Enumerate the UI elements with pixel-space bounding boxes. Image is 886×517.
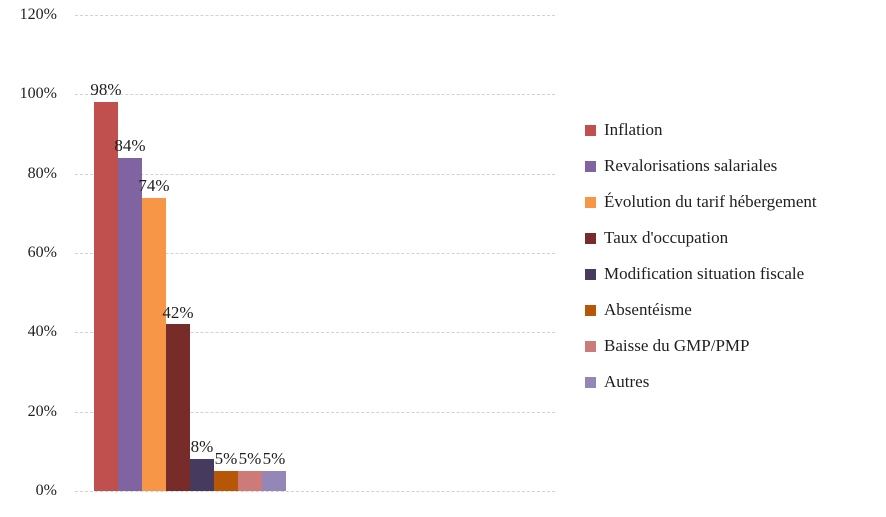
legend-label: Baisse du GMP/PMP xyxy=(604,336,750,355)
y-axis: 120% 100% 80% 60% 40% 20% 0% xyxy=(0,6,57,499)
data-label: 5% xyxy=(238,449,262,469)
bar-column-taux-occupation: 42% xyxy=(162,303,194,491)
data-label: 5% xyxy=(214,449,238,469)
legend-item-modification-situation-fiscale: Modification situation fiscale xyxy=(585,256,880,292)
bar-taux-occupation xyxy=(166,324,190,491)
legend-label: Inflation xyxy=(604,120,663,139)
gridline-40 xyxy=(75,332,555,334)
legend-swatch-icon xyxy=(585,268,596,280)
legend-item-taux-occupation: Taux d'occupation xyxy=(585,220,880,256)
bar-autres xyxy=(262,471,286,491)
legend: Inflation Revalorisations salariales Évo… xyxy=(585,112,880,400)
bar-evolution-tarif-hebergement xyxy=(142,197,166,491)
bar-column-absenteisme: 5% xyxy=(214,450,238,491)
y-tick-0: 0% xyxy=(35,482,57,499)
y-tick-20: 20% xyxy=(27,402,57,420)
legend-label: Taux d'occupation xyxy=(604,228,729,247)
gridline-120 xyxy=(75,15,555,16)
x-axis-line xyxy=(75,491,555,492)
data-label: 98% xyxy=(90,80,122,100)
data-label: 74% xyxy=(138,175,170,195)
gridline-20 xyxy=(75,411,555,413)
bar-baisse-gmp-pmp xyxy=(238,471,262,491)
bar-column-evolution-tarif-hebergement: 74% xyxy=(138,176,170,491)
legend-label: Autres xyxy=(604,372,650,391)
y-tick-60: 60% xyxy=(27,244,57,261)
bar-column-revalorisations-salariales: 84% xyxy=(114,137,146,491)
legend-swatch-icon xyxy=(585,376,596,388)
y-tick-120: 120% xyxy=(19,6,57,23)
legend-label: Modification situation fiscale xyxy=(604,264,805,283)
legend-label: Évolution du tarif hébergement xyxy=(604,192,817,211)
bar-revalorisations-salariales xyxy=(118,157,142,491)
legend-item-inflation: Inflation xyxy=(585,112,880,148)
legend-item-autres: Autres xyxy=(585,364,880,400)
bar-column-baisse-gmp-pmp: 5% xyxy=(238,450,262,491)
bar-modification-situation-fiscale xyxy=(190,459,214,491)
legend-item-revalorisations-salariales: Revalorisations salariales xyxy=(585,148,880,184)
legend-label: Absentéisme xyxy=(604,300,692,319)
bar-column-inflation: 98% xyxy=(90,81,122,491)
legend-swatch-icon xyxy=(585,340,596,352)
y-tick-40: 40% xyxy=(27,323,57,341)
legend-swatch-icon xyxy=(585,232,596,244)
gridline-80 xyxy=(75,173,555,175)
data-label: 84% xyxy=(114,135,146,155)
legend-item-absenteisme: Absentéisme xyxy=(585,292,880,328)
bar-column-modification-situation-fiscale: 8% xyxy=(190,438,214,491)
legend-item-evolution-tarif-hebergement: Évolution du tarif hébergement xyxy=(585,184,880,220)
bar-column-autres: 5% xyxy=(262,450,286,491)
legend-swatch-icon xyxy=(585,304,596,316)
bar-group: 98% 84% 74% 42% 8% 5% xyxy=(90,81,286,491)
gridline-100 xyxy=(75,94,555,96)
data-label: 5% xyxy=(262,449,286,469)
legend-item-baisse-gmp-pmp: Baisse du GMP/PMP xyxy=(585,328,880,364)
y-tick-80: 80% xyxy=(27,164,57,182)
data-label: 8% xyxy=(190,437,214,457)
bar-absenteisme xyxy=(214,471,238,491)
data-label: 42% xyxy=(162,302,194,322)
gridline-60 xyxy=(75,253,555,254)
y-tick-100: 100% xyxy=(19,85,57,103)
bar-inflation xyxy=(94,102,118,491)
legend-swatch-icon xyxy=(585,124,596,136)
legend-swatch-icon xyxy=(585,160,596,172)
legend-swatch-icon xyxy=(585,196,596,208)
legend-label: Revalorisations salariales xyxy=(604,156,778,175)
plot-area: 98% 84% 74% 42% 8% 5% xyxy=(75,15,555,492)
